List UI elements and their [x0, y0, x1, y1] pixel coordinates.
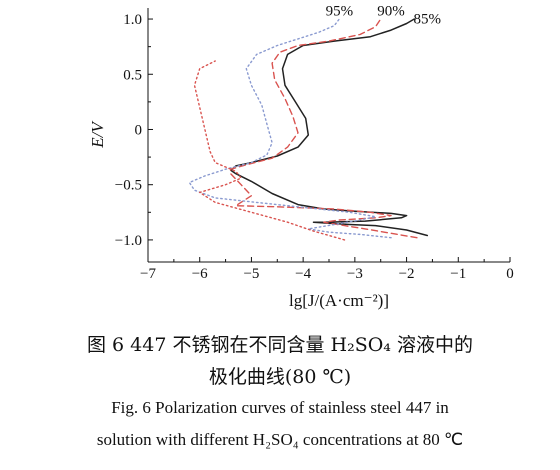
caption-cn-line2: 极化曲线(80 ℃): [208, 366, 352, 388]
x-tick-label: −4: [295, 266, 311, 282]
curve-label: 85%: [414, 11, 442, 27]
y-tick-label: 0: [135, 122, 143, 138]
x-tick-label: −3: [347, 266, 363, 282]
caption-en-line1: Fig. 6 Polarization curves of stainless …: [111, 398, 449, 417]
chart-curves: [188, 18, 429, 241]
curve-label: 95%: [326, 4, 354, 20]
y-tick-label: −1.0: [115, 233, 142, 249]
caption-en-line2: solution with different H₂SO₄ concentrat…: [96, 430, 464, 449]
y-tick-label: 1.0: [123, 12, 142, 28]
x-tick-label: −7: [140, 266, 156, 282]
polarization-chart: −7 −6 −5 −4 −3 −2 −1 0 −1.0 −0.5 0 0.5 1.0 E/V lg[J/(A…: [88, 4, 514, 310]
caption-cn-line1: 图 6 447 不锈钢在不同含量 H₂SO₄ 溶液中的: [87, 334, 473, 356]
curve-label: 90%: [377, 4, 405, 20]
chart-labels: 95% 90% 85%: [326, 4, 441, 28]
series-line-90pct: [230, 18, 418, 239]
x-tick-label: −6: [192, 266, 208, 282]
y-tick-label: 0.5: [123, 67, 142, 83]
x-tick-label: −2: [399, 266, 415, 282]
series-line-95pct: [188, 18, 392, 239]
chart-axes: −7 −6 −5 −4 −3 −2 −1 0 −1.0 −0.5 0 0.5 1.0 E/V lg[J/(A…: [88, 8, 514, 310]
y-tick-label: −0.5: [115, 178, 142, 194]
series-line-85pct: [229, 18, 429, 237]
y-axis-title: E/V: [88, 120, 107, 149]
x-tick-label: −1: [450, 266, 466, 282]
x-tick-label: −5: [243, 266, 259, 282]
x-tick-label: 0: [506, 266, 514, 282]
x-axis-title: lg[J/(A·cm⁻²)]: [289, 291, 389, 310]
series-line-extra-3: [193, 60, 346, 241]
